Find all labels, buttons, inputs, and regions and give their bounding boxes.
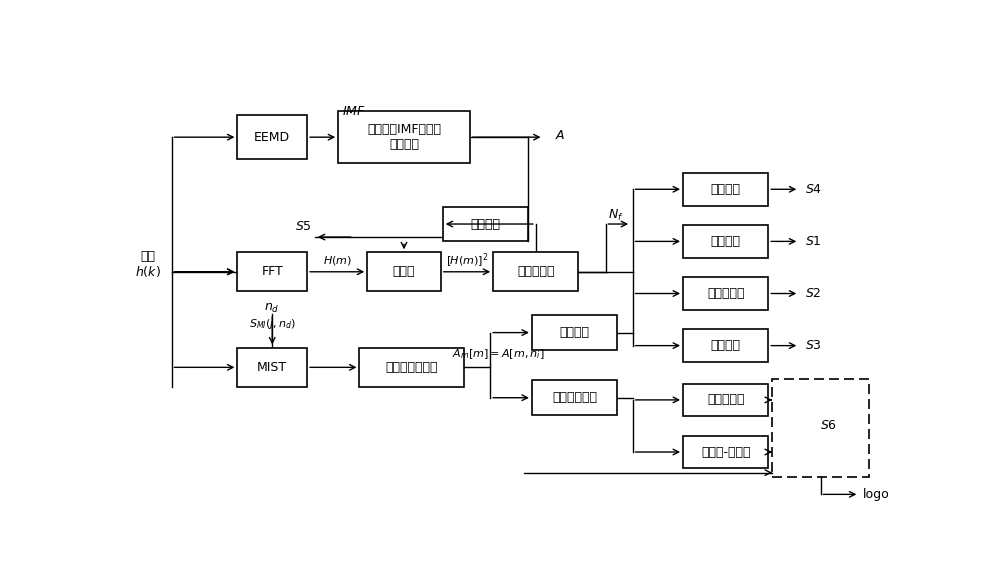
- Text: FFT: FFT: [261, 265, 283, 278]
- Text: $H(m)$: $H(m)$: [323, 254, 352, 267]
- Bar: [683, 384, 768, 416]
- Text: $S4$: $S4$: [805, 183, 823, 196]
- Text: $N_f$: $N_f$: [608, 208, 623, 223]
- Bar: [772, 379, 869, 477]
- Text: $IMF$: $IMF$: [342, 104, 366, 118]
- Text: 均值运算: 均值运算: [711, 235, 741, 248]
- Text: $[H(m)]^2$: $[H(m)]^2$: [446, 252, 488, 270]
- Text: $h(k)$: $h(k)$: [135, 265, 161, 279]
- Text: $S6$: $S6$: [820, 420, 837, 433]
- Bar: [683, 436, 768, 468]
- Bar: [493, 252, 578, 292]
- Text: $A$: $A$: [555, 129, 565, 142]
- Text: $S1$: $S1$: [805, 235, 822, 248]
- Text: 标准差运算: 标准差运算: [707, 287, 744, 300]
- Bar: [237, 116, 307, 159]
- Bar: [443, 206, 528, 241]
- Bar: [367, 252, 441, 292]
- Bar: [338, 111, 470, 163]
- Text: 中、高频成分: 中、高频成分: [552, 391, 597, 404]
- Text: 标准差运算: 标准差运算: [707, 394, 744, 407]
- Text: EEMD: EEMD: [254, 131, 290, 144]
- Bar: [683, 173, 768, 205]
- Bar: [532, 380, 617, 415]
- Text: 偏差运算: 偏差运算: [711, 339, 741, 352]
- Bar: [532, 315, 617, 350]
- Text: $S3$: $S3$: [805, 339, 822, 352]
- Text: 最大值-最小值: 最大值-最小值: [701, 446, 750, 459]
- Bar: [683, 277, 768, 310]
- Bar: [359, 348, 464, 387]
- Text: MIST: MIST: [257, 361, 287, 374]
- Text: 基频成分: 基频成分: [560, 326, 590, 339]
- Text: 幅值波动: 幅值波动: [711, 183, 741, 196]
- Bar: [237, 348, 307, 387]
- Text: 最高频率IMF分量求
瞬时幅值: 最高频率IMF分量求 瞬时幅值: [367, 123, 441, 151]
- Text: $n_d$: $n_d$: [264, 302, 280, 315]
- Text: logo: logo: [863, 488, 890, 501]
- Text: $A_m[m]=A[m,n_i]$: $A_m[m]=A[m,n_i]$: [452, 347, 544, 361]
- Text: $S2$: $S2$: [805, 287, 822, 300]
- Text: 功率谱包络: 功率谱包络: [517, 265, 554, 278]
- Bar: [237, 252, 307, 292]
- Bar: [683, 329, 768, 362]
- Text: 对行求取绝对值: 对行求取绝对值: [386, 361, 438, 374]
- Bar: [683, 225, 768, 258]
- Text: $S5$: $S5$: [295, 220, 312, 233]
- Text: $S_{MI}(j,n_d)$: $S_{MI}(j,n_d)$: [249, 317, 296, 331]
- Text: 动态测度: 动态测度: [470, 218, 500, 231]
- Text: 信号: 信号: [141, 250, 156, 263]
- Text: 功率谱: 功率谱: [393, 265, 415, 278]
